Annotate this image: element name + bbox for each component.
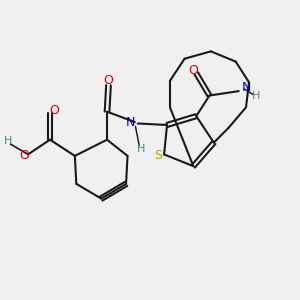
Text: O: O (20, 149, 29, 162)
Text: H: H (136, 143, 145, 154)
Text: O: O (188, 64, 198, 77)
Text: H: H (3, 136, 12, 146)
Text: S: S (154, 149, 162, 162)
Text: N: N (126, 116, 135, 128)
Text: O: O (103, 74, 113, 87)
Text: O: O (50, 104, 59, 117)
Text: H: H (252, 92, 260, 101)
Text: N: N (242, 81, 252, 94)
